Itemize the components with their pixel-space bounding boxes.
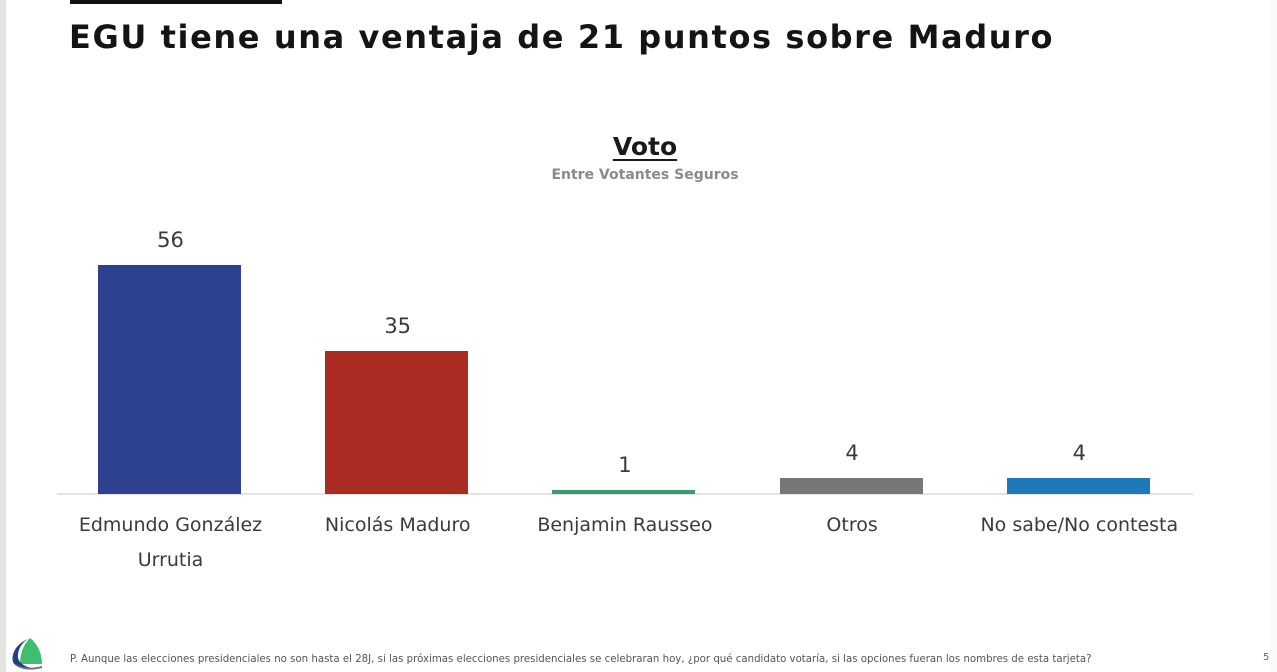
bar-group: 35	[284, 200, 511, 495]
category-label: Nicolás Maduro	[324, 514, 471, 536]
x-axis-labels: Edmundo González Urrutia Nicolás Maduro Ben…	[57, 508, 1193, 578]
pollster-logo-icon	[12, 638, 42, 670]
bar	[779, 477, 923, 494]
bar-value-label: 1	[618, 452, 632, 477]
category-label: Benjamin Rausseo	[537, 514, 713, 536]
bar-group: 4	[739, 200, 966, 495]
slide-right-margin	[1269, 0, 1277, 672]
question-footnote: P. Aunque las elecciones presidenciales …	[70, 654, 1092, 665]
bar-value-label: 4	[845, 440, 859, 465]
slide-left-border	[0, 0, 6, 672]
chart-subtitle: Entre Votantes Seguros	[551, 167, 739, 183]
category-label: No sabe/No contesta	[980, 514, 1179, 536]
bar-value-label: 56	[157, 228, 184, 252]
bar	[325, 350, 469, 494]
bar-group: 4	[966, 200, 1193, 495]
bar-group: 1	[511, 200, 738, 495]
bar	[1006, 477, 1150, 494]
bar	[98, 265, 241, 494]
bar-chart-plot-area: 56 35 1 4 4	[57, 200, 1193, 495]
title-accent-bar	[70, 0, 282, 4]
bar-value-label: 4	[1072, 440, 1086, 465]
x-axis-baseline	[57, 493, 1193, 495]
bar-value-label: 35	[384, 313, 412, 338]
category-label: Otros	[826, 514, 878, 536]
chart-title: Voto	[612, 132, 678, 161]
page-number: 5	[1263, 652, 1270, 663]
slide-title: EGU tiene una ventaja de 21 puntos sobre…	[69, 18, 1055, 56]
bar-group: 56	[57, 200, 284, 495]
bar	[552, 489, 696, 494]
category-label: Edmundo González Urrutia	[78, 514, 263, 571]
